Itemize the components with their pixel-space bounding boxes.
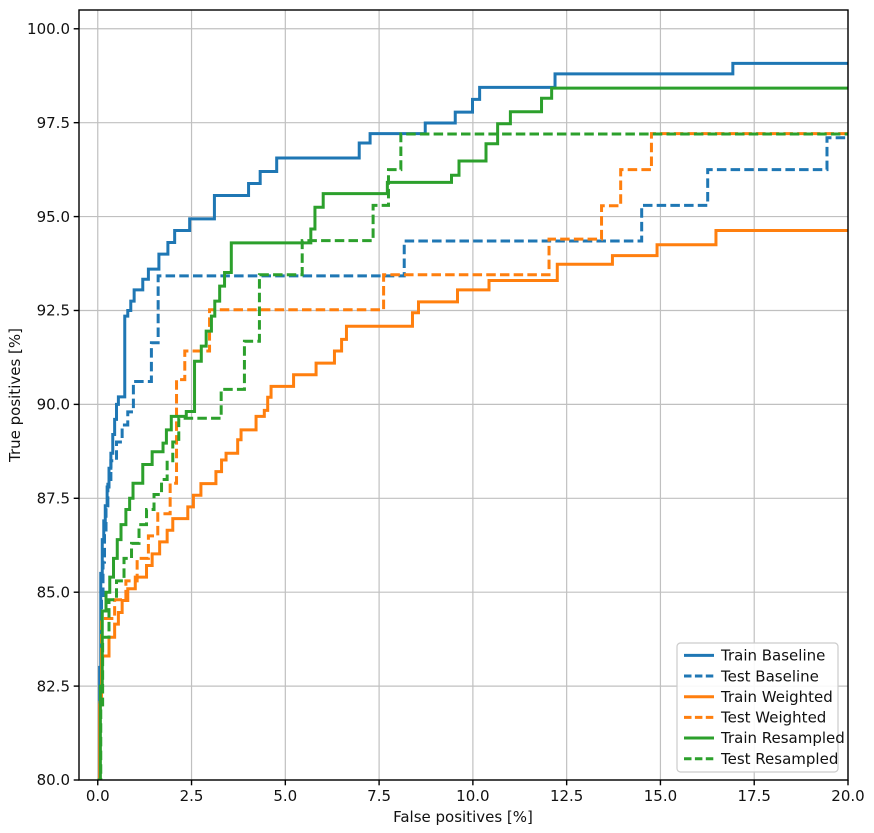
series-line-train-baseline [97,61,848,780]
x-axis-label: False positives [%] [393,808,533,826]
series-line-test-resampled [97,132,848,780]
curve-lines [97,61,848,780]
series-line-train-weighted [97,228,848,780]
series-line-test-baseline [97,136,848,780]
y-tick-label-87.5: 87.5 [37,489,70,507]
x-tick-label-12.5: 12.5 [550,787,583,805]
legend-label-test-resampled: Test Resampled [720,750,838,768]
legend-item-test-resampled: Test Resampled [684,750,838,768]
y-axis-label: True positives [%] [6,328,24,463]
legend-item-test-baseline: Test Baseline [684,667,819,685]
legend-item-train-weighted: Train Weighted [684,688,833,706]
y-tick-label-90: 90.0 [37,396,70,414]
x-tick-label-7.5: 7.5 [367,787,391,805]
legend: Train Baseline Test Baseline Train Weighte… [676,642,845,773]
x-tick-label-20: 20.0 [831,787,864,805]
legend-label-test-baseline: Test Baseline [720,667,819,685]
y-tick-label-100: 100.0 [27,20,70,38]
legend-item-train-baseline: Train Baseline [684,647,825,665]
x-tick-label-15: 15.0 [644,787,677,805]
gridlines [79,10,849,781]
x-tick-label-17.5: 17.5 [738,787,771,805]
axes-spines [78,9,849,781]
legend-item-test-weighted: Test Weighted [684,709,826,727]
x-tick-label-10: 10.0 [456,787,489,805]
y-tick-label-95: 95.0 [37,208,70,226]
x-tick-label-2.5: 2.5 [180,787,204,805]
series-line-train-resampled [97,86,848,780]
y-tick-label-85: 85.0 [37,583,70,601]
x-tick-label-0: 0.0 [86,787,110,805]
tick-marks [73,28,849,786]
legend-box [676,642,839,773]
y-tick-label-97.5: 97.5 [37,114,70,132]
legend-label-train-resampled: Train Resampled [720,729,845,747]
legend-label-train-weighted: Train Weighted [720,688,833,706]
legend-label-test-weighted: Test Weighted [720,709,826,727]
series-line-test-weighted [97,132,848,780]
tick-labels: 0.0 2.5 5.0 7.5 10.0 12.5 15.0 17.5 20.0 80.0 82.5… [27,20,865,805]
plot-border [78,9,849,781]
legend-label-train-baseline: Train Baseline [720,647,825,665]
y-tick-label-92.5: 92.5 [37,302,70,320]
y-tick-label-82.5: 82.5 [37,677,70,695]
x-tick-label-5: 5.0 [273,787,297,805]
y-tick-label-80: 80.0 [37,771,70,789]
legend-item-train-resampled: Train Resampled [684,729,845,747]
